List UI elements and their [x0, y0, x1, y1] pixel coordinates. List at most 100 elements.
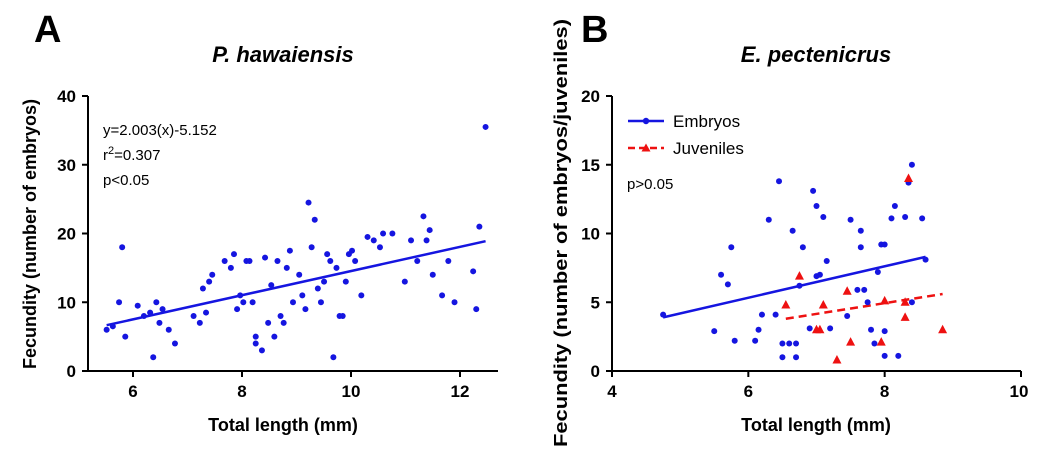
legend-embryos-label: Embryos: [673, 112, 740, 131]
panel-a-series-1-point-58: [342, 278, 349, 285]
panel-b-y-tick-label: 10: [581, 225, 600, 244]
panel-a-series-1-point-61: [352, 258, 359, 264]
panel-b-embryos-point-51: [922, 256, 929, 263]
panel-a-series-1-point-5: [122, 333, 129, 340]
panel-a-series-1-point-76: [445, 258, 452, 264]
panel-b-legend: Embryos Juveniles: [628, 112, 744, 158]
panel-b-embryos-point-49: [908, 299, 915, 306]
panel-a-series-1-point-33: [262, 254, 269, 261]
panel-b-embryos-point-43: [888, 215, 895, 222]
panel-a-series-1-point-49: [314, 285, 321, 292]
panel-b-points: [660, 161, 948, 364]
panel-a-series-1-point-44: [299, 292, 306, 299]
panel-b-juveniles-point-9: [876, 337, 886, 346]
panel-a-series-1-point-50: [317, 299, 324, 306]
panel-a-series-1-point-18: [203, 309, 210, 316]
panel-a-series-1-point-19: [206, 278, 213, 285]
panel-b-embryos-point-3: [718, 271, 725, 278]
panel-b-y-tick-label: 15: [581, 156, 600, 175]
panel-a-x-tick-label: 6: [128, 382, 137, 401]
panel-a-letter: A: [34, 9, 61, 51]
panel-b-embryos-point-50: [919, 215, 926, 222]
panel-a-series-1-point-3: [116, 299, 123, 306]
panel-a-series-1-point-35: [268, 282, 275, 289]
panel-a-series-1-point-47: [308, 244, 315, 251]
panel-b-juveniles-point-2: [794, 271, 804, 280]
panel-b-fit-lines: [662, 255, 943, 320]
panel-b-juveniles-point-8: [846, 337, 856, 346]
panel-b-fit-line-2: [785, 292, 943, 320]
panel-a-series-1-point-34: [265, 319, 272, 326]
panel-b-embryos-point-9: [758, 311, 765, 318]
panel-b-embryos-point-1: [660, 311, 667, 318]
panel-a-series-1-point-32: [258, 347, 265, 354]
panel-a-series-1-point-13: [165, 326, 172, 333]
panel-b-embryos-point-14: [779, 354, 786, 361]
panel-b-x-tick-label: 8: [880, 382, 889, 401]
panel-a-y-axis-title: Fecundity (number of embryos): [20, 99, 40, 369]
panel-a-series-1-point-7: [140, 313, 147, 319]
panel-b-x-tick-label: 6: [744, 382, 753, 401]
panel-a-p-value: p<0.05: [103, 172, 149, 189]
panel-a-fit-lines: [106, 239, 486, 327]
panel-b-embryos-point-6: [731, 337, 738, 344]
panel-b-embryos-point-7: [752, 337, 759, 344]
panel-a-x-tick-label: 8: [237, 382, 246, 401]
panel-a-series-1-point-73: [426, 227, 433, 234]
panel-a-series-1-point-77: [451, 299, 458, 306]
panel-b-juveniles-point-14: [938, 324, 948, 334]
r2-exponent: 2: [108, 145, 114, 157]
panel-b-embryos-point-15: [786, 340, 793, 347]
panel-a-series-1-point-74: [429, 271, 436, 278]
panel-a-series-1-point-81: [482, 123, 489, 130]
panel-a-series-1-point-62: [358, 292, 365, 299]
panel-a-series-1-point-43: [296, 271, 303, 278]
panel-a-r-squared: r2=0.307: [103, 145, 160, 164]
panel-b-embryos-point-11: [772, 311, 779, 318]
panel-a-series-1-point-14: [171, 340, 178, 347]
panel-a-series-1-point-4: [119, 244, 126, 251]
panel-b-embryos-point-45: [895, 352, 902, 359]
panel-a-series-1-point-30: [252, 333, 259, 340]
panel-a-y-tick-label: 10: [57, 293, 76, 312]
panel-b-x-tick-label: 4: [607, 382, 617, 401]
panel-a-series-1-point-1: [103, 326, 110, 333]
panel-a-series-1-point-12: [159, 306, 166, 313]
panel-a-series-1-point-67: [389, 230, 396, 237]
legend-embryos-marker: [642, 117, 650, 125]
panel-b-embryos-point-28: [827, 325, 834, 332]
panel-b-embryos-point-27: [823, 258, 830, 264]
panel-a-series-1-point-6: [134, 302, 141, 309]
panel-b-embryos-point-12: [776, 178, 783, 185]
panel-b-juveniles-point-7: [842, 286, 852, 295]
panel-a-series-1-point-42: [290, 299, 296, 306]
panel-b-embryos-point-16: [789, 227, 796, 234]
panel-b-x-axis-title: Total length (mm): [741, 415, 891, 435]
panel-a-series-1-point-55: [333, 264, 340, 271]
panel-a-series-1-point-41: [286, 247, 293, 254]
panel-b-embryos-point-20: [799, 244, 806, 251]
panel-a-series-1-point-17: [199, 285, 206, 292]
panel-a-series-1-point-38: [277, 313, 284, 319]
panel-b-embryos-point-41: [881, 328, 888, 335]
panel-a-stats: y=2.003(x)-5.152 r2=0.307 p<0.05: [103, 122, 217, 189]
panel-b-embryos-point-36: [868, 326, 875, 333]
panel-b-embryos-point-17: [793, 354, 800, 361]
panel-a-series-1-point-45: [302, 306, 309, 313]
panel-a-series-1-point-69: [408, 237, 415, 244]
panel-b-embryos-point-4: [724, 281, 731, 288]
panel-b-embryos-point-35: [864, 299, 871, 306]
panel-b: B E. pectenicrus 0 5 10 15 20 Fecundity …: [551, 9, 1028, 447]
panel-a-series-1-point-2: [109, 323, 116, 330]
panel-b-embryos-point-42: [881, 352, 888, 359]
panel-a-series-1-point-80: [476, 223, 483, 230]
panel-b-juveniles-point-6: [832, 355, 842, 364]
panel-b-embryos-point-37: [871, 340, 878, 347]
panel-a-series-1-point-25: [237, 292, 244, 299]
legend-juveniles-label: Juveniles: [673, 139, 744, 158]
panel-a-x-axis: 6 8 10 12 Total length (mm): [88, 370, 498, 435]
panel-b-embryos-point-23: [813, 203, 820, 209]
panel-b-embryos-point-26: [820, 214, 827, 220]
panel-a-series-1-point-75: [439, 292, 446, 299]
